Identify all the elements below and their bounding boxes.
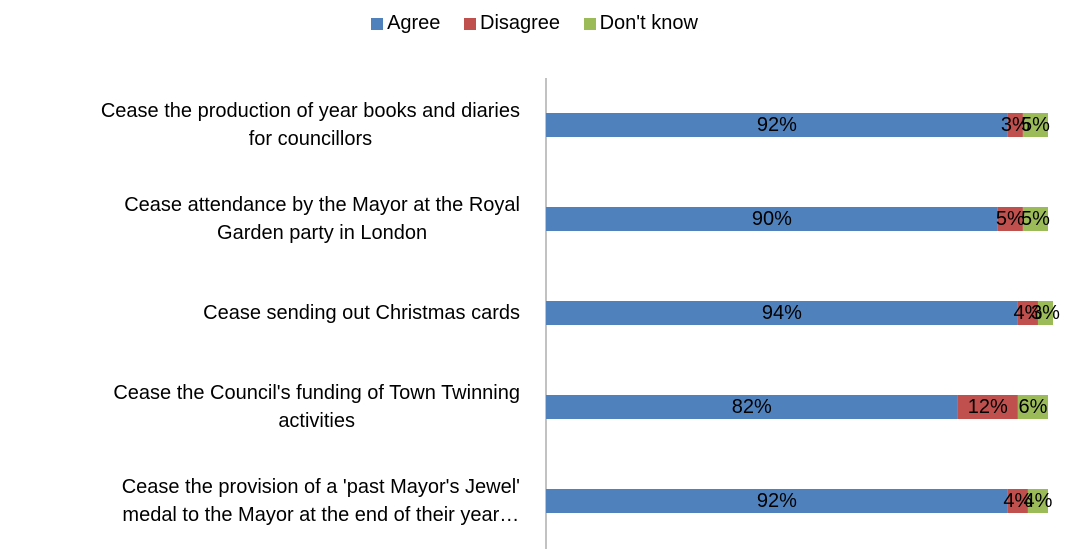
bar-segment-agree (546, 207, 998, 231)
data-label: 92% (757, 490, 797, 512)
data-label: 5% (1021, 208, 1050, 230)
category-label: Cease the production of year books and d… (101, 100, 520, 122)
legend-label-agree: Agree (387, 12, 441, 35)
data-label: 82% (732, 396, 772, 418)
data-label: 5% (1021, 114, 1050, 136)
bar-segment-don-t-know (1037, 301, 1054, 325)
data-label: 90% (752, 208, 792, 230)
bar-segment-disagree (997, 207, 1023, 231)
category-label: Cease the provision of a 'past Mayor's J… (122, 476, 520, 498)
bar-segment-agree (546, 489, 1008, 513)
data-label: 3% (1031, 302, 1060, 324)
data-label: 3% (1001, 114, 1030, 136)
data-label: 4% (1003, 490, 1032, 512)
category-label: medal to the Mayor at the end of their y… (122, 504, 519, 526)
category-label: for councillors (249, 128, 372, 150)
legend-swatch-agree (371, 17, 384, 30)
category-label: activities (278, 410, 355, 432)
category-label: Garden party in London (217, 222, 427, 244)
data-label: 92% (757, 114, 797, 136)
legend-label-disagree: Disagree (480, 12, 561, 35)
legend-swatch-disagree (464, 17, 476, 30)
data-label: 12% (968, 396, 1008, 418)
bar-segment-don-t-know (1022, 113, 1048, 137)
legend-item-dont-know: Don't know (583, 12, 698, 35)
chart-legend: Agree Disagree Don't know (0, 12, 1069, 35)
bar-segment-disagree (1017, 301, 1038, 325)
legend-swatch-dont-know (583, 17, 596, 30)
data-label: 4% (1013, 302, 1042, 324)
data-label: 5% (996, 208, 1025, 230)
data-label: 6% (1018, 396, 1047, 418)
category-label: Cease attendance by the Mayor at the Roy… (124, 194, 520, 216)
bar-segment-agree (546, 301, 1018, 325)
legend-item-agree: Agree (371, 12, 440, 35)
legend-label-dont-know: Don't know (599, 12, 698, 35)
data-label: 94% (762, 302, 802, 324)
bar-segment-disagree (1007, 489, 1028, 513)
category-label: Cease sending out Christmas cards (203, 302, 520, 324)
bar-segment-don-t-know (1017, 395, 1048, 419)
bar-segment-disagree (957, 395, 1018, 419)
bar-segment-disagree (1007, 113, 1023, 137)
bar-segment-agree (546, 113, 1008, 137)
bar-segment-agree (546, 395, 958, 419)
bar-segment-don-t-know (1022, 207, 1048, 231)
data-label: 4% (1024, 490, 1053, 512)
legend-item-disagree: Disagree (464, 12, 560, 35)
category-label: Cease the Council's funding of Town Twin… (113, 382, 520, 404)
bar-segment-don-t-know (1027, 489, 1048, 513)
